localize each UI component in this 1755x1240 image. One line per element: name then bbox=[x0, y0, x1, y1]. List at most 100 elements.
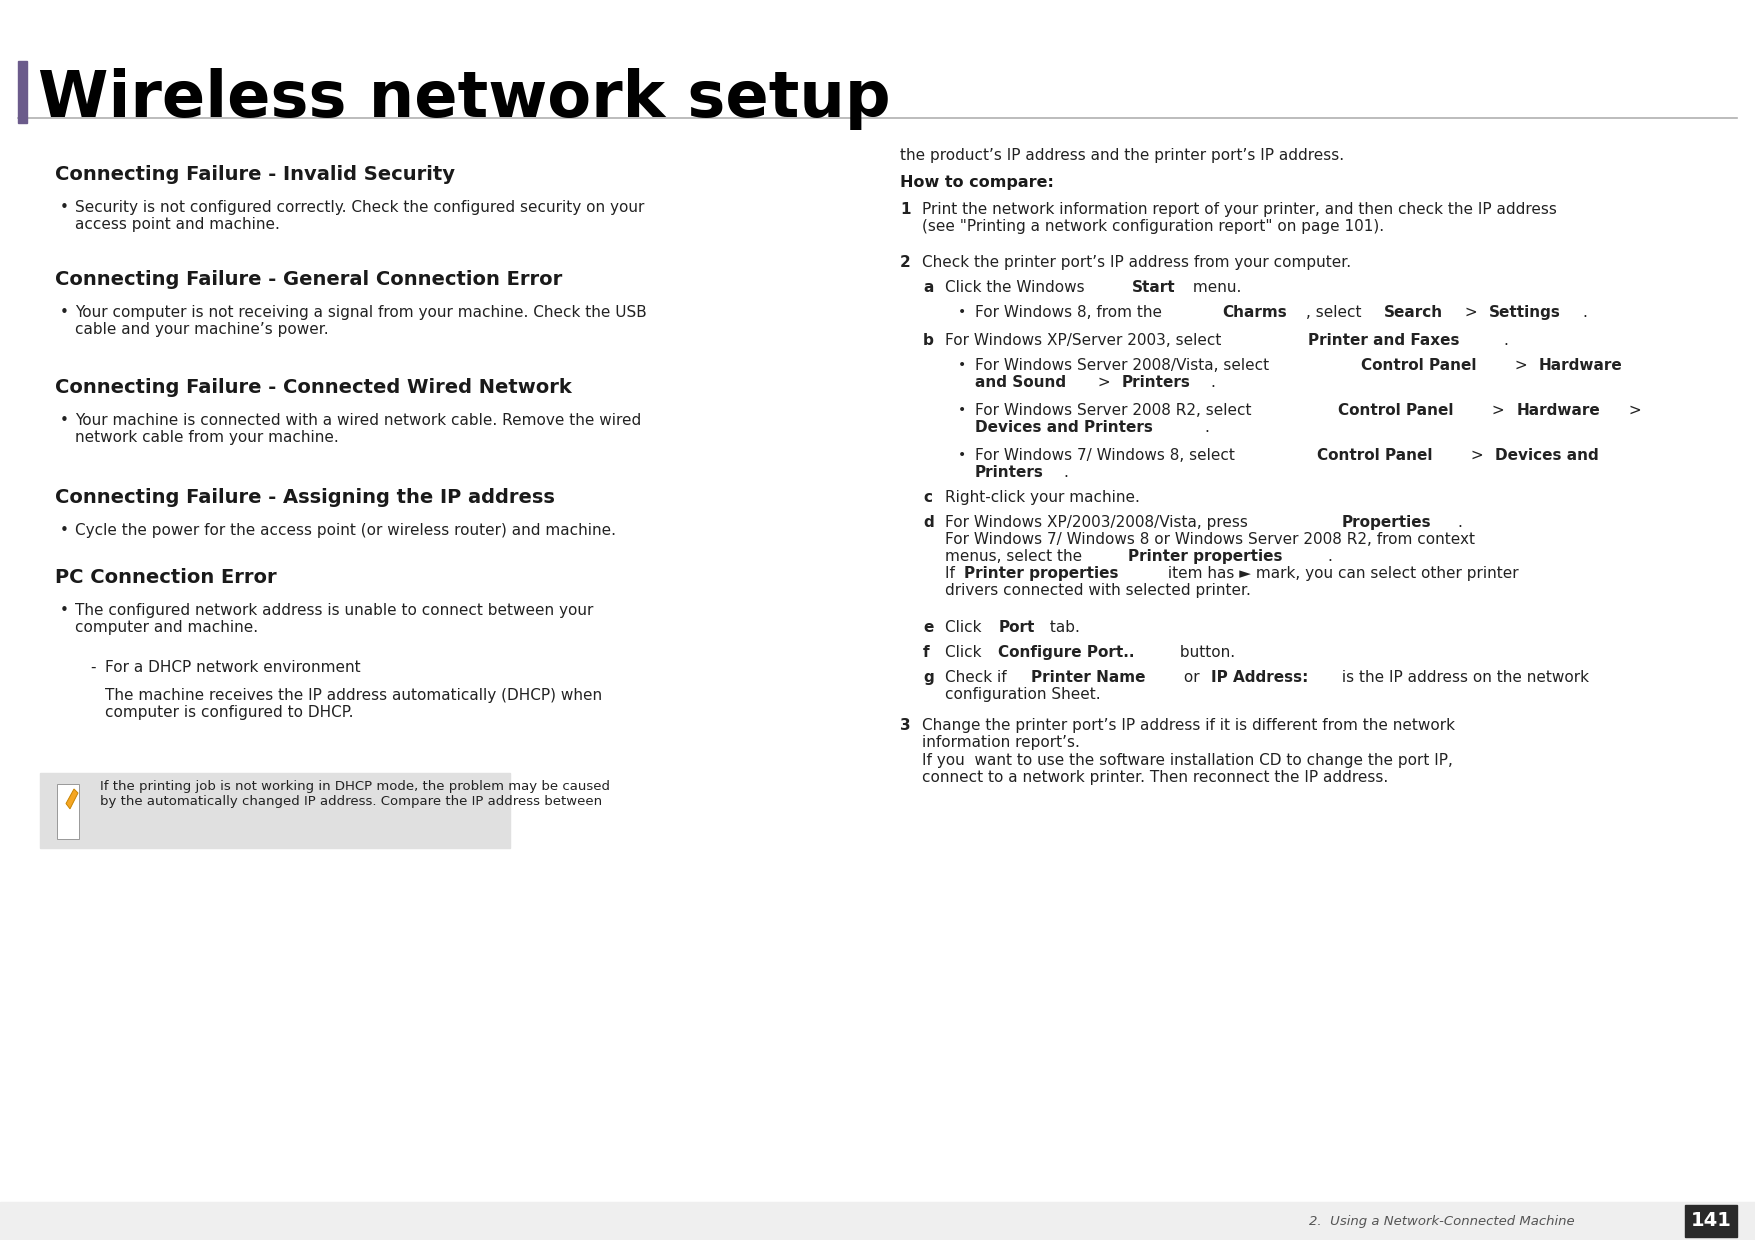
Text: If: If bbox=[944, 567, 960, 582]
Text: If the printing job is not working in DHCP mode, the problem may be caused
by th: If the printing job is not working in DH… bbox=[100, 780, 611, 808]
Text: For Windows 7/ Windows 8, select: For Windows 7/ Windows 8, select bbox=[976, 448, 1239, 463]
Text: Control Panel: Control Panel bbox=[1337, 403, 1453, 418]
Text: For Windows 8, from the: For Windows 8, from the bbox=[976, 305, 1167, 320]
Text: Connecting Failure - Invalid Security: Connecting Failure - Invalid Security bbox=[54, 165, 455, 184]
Bar bbox=[18, 61, 26, 123]
Text: .: . bbox=[1064, 465, 1069, 480]
Text: IP Address:: IP Address: bbox=[1211, 670, 1309, 684]
Text: item has ► mark, you can select other printer: item has ► mark, you can select other pr… bbox=[1164, 567, 1520, 582]
Text: •: • bbox=[60, 413, 68, 428]
Bar bbox=[1685, 1205, 1737, 1238]
Text: menu.: menu. bbox=[1188, 280, 1241, 295]
Text: e: e bbox=[923, 620, 934, 635]
Text: 1: 1 bbox=[900, 202, 911, 217]
Text: Printers: Printers bbox=[1121, 374, 1190, 391]
Bar bbox=[0, 1202, 1755, 1240]
FancyBboxPatch shape bbox=[56, 784, 79, 839]
Text: the product’s IP address and the printer port’s IP address.: the product’s IP address and the printer… bbox=[900, 148, 1344, 162]
Text: or: or bbox=[1179, 670, 1204, 684]
Text: Hardware: Hardware bbox=[1539, 358, 1623, 373]
Text: Connecting Failure - Connected Wired Network: Connecting Failure - Connected Wired Net… bbox=[54, 378, 572, 397]
Text: d: d bbox=[923, 515, 934, 529]
Text: For a DHCP network environment: For a DHCP network environment bbox=[105, 660, 360, 675]
Text: Printer and Faxes: Printer and Faxes bbox=[1307, 334, 1460, 348]
Text: a: a bbox=[923, 280, 934, 295]
Text: configuration Sheet.: configuration Sheet. bbox=[944, 687, 1100, 702]
Text: .: . bbox=[1327, 549, 1332, 564]
Text: Port: Port bbox=[999, 620, 1035, 635]
Text: Printers: Printers bbox=[976, 465, 1044, 480]
Text: drivers connected with selected printer.: drivers connected with selected printer. bbox=[944, 583, 1251, 598]
Text: >: > bbox=[1093, 374, 1114, 391]
Text: Click: Click bbox=[944, 645, 986, 660]
Text: Connecting Failure - General Connection Error: Connecting Failure - General Connection … bbox=[54, 270, 562, 289]
Text: Check the printer port’s IP address from your computer.: Check the printer port’s IP address from… bbox=[921, 255, 1351, 270]
Text: f: f bbox=[923, 645, 930, 660]
Text: Printer properties: Printer properties bbox=[1128, 549, 1283, 564]
Text: For Windows Server 2008/Vista, select: For Windows Server 2008/Vista, select bbox=[976, 358, 1274, 373]
Text: Cycle the power for the access point (or wireless router) and machine.: Cycle the power for the access point (or… bbox=[75, 523, 616, 538]
Text: Printer Name: Printer Name bbox=[1030, 670, 1146, 684]
Text: 2.  Using a Network-Connected Machine: 2. Using a Network-Connected Machine bbox=[1309, 1214, 1574, 1228]
Text: For Windows XP/Server 2003, select: For Windows XP/Server 2003, select bbox=[944, 334, 1227, 348]
Text: 141: 141 bbox=[1690, 1211, 1732, 1230]
Text: Security is not configured correctly. Check the configured security on your
acce: Security is not configured correctly. Ch… bbox=[75, 200, 644, 232]
Text: .: . bbox=[1211, 374, 1216, 391]
Text: How to compare:: How to compare: bbox=[900, 175, 1053, 190]
Text: Click the Windows: Click the Windows bbox=[944, 280, 1090, 295]
Text: Devices and Printers: Devices and Printers bbox=[976, 420, 1153, 435]
Text: .: . bbox=[1504, 334, 1508, 348]
Text: , select: , select bbox=[1306, 305, 1367, 320]
Text: >: > bbox=[1460, 305, 1483, 320]
Polygon shape bbox=[67, 789, 77, 808]
Text: Connecting Failure - Assigning the IP address: Connecting Failure - Assigning the IP ad… bbox=[54, 489, 555, 507]
Text: Start: Start bbox=[1132, 280, 1176, 295]
Text: 3: 3 bbox=[900, 718, 911, 733]
Text: .: . bbox=[1581, 305, 1587, 320]
Text: Printer properties: Printer properties bbox=[963, 567, 1118, 582]
Text: The machine receives the IP address automatically (DHCP) when
computer is config: The machine receives the IP address auto… bbox=[105, 688, 602, 720]
Text: Check if: Check if bbox=[944, 670, 1011, 684]
Text: >: > bbox=[1509, 358, 1532, 373]
Text: button.: button. bbox=[1174, 645, 1234, 660]
Text: Search: Search bbox=[1385, 305, 1443, 320]
Text: .: . bbox=[1458, 515, 1462, 529]
Text: 2: 2 bbox=[900, 255, 911, 270]
Text: Your machine is connected with a wired network cable. Remove the wired
network c: Your machine is connected with a wired n… bbox=[75, 413, 641, 445]
Text: For Windows XP/2003/2008/Vista, press: For Windows XP/2003/2008/Vista, press bbox=[944, 515, 1253, 529]
Text: PC Connection Error: PC Connection Error bbox=[54, 568, 277, 587]
Text: >: > bbox=[1486, 403, 1509, 418]
Text: g: g bbox=[923, 670, 934, 684]
Text: •: • bbox=[60, 603, 68, 618]
Text: Click: Click bbox=[944, 620, 986, 635]
Text: Right-click your machine.: Right-click your machine. bbox=[944, 490, 1141, 505]
Text: Control Panel: Control Panel bbox=[1360, 358, 1476, 373]
Text: Change the printer port’s IP address if it is different from the network
informa: Change the printer port’s IP address if … bbox=[921, 718, 1455, 785]
Text: b: b bbox=[923, 334, 934, 348]
Text: Settings: Settings bbox=[1490, 305, 1562, 320]
Text: Properties: Properties bbox=[1343, 515, 1432, 529]
Text: •: • bbox=[958, 358, 967, 372]
Text: For Windows 7/ Windows 8 or Windows Server 2008 R2, from context: For Windows 7/ Windows 8 or Windows Serv… bbox=[944, 532, 1474, 547]
Text: Wireless network setup: Wireless network setup bbox=[39, 68, 890, 130]
Text: Charms: Charms bbox=[1223, 305, 1288, 320]
Text: For Windows Server 2008 R2, select: For Windows Server 2008 R2, select bbox=[976, 403, 1257, 418]
Text: .: . bbox=[1204, 420, 1209, 435]
Text: •: • bbox=[958, 305, 967, 319]
Text: is the IP address on the network: is the IP address on the network bbox=[1337, 670, 1588, 684]
Text: •: • bbox=[60, 200, 68, 215]
Text: •: • bbox=[60, 305, 68, 320]
Text: The configured network address is unable to connect between your
computer and ma: The configured network address is unable… bbox=[75, 603, 593, 635]
Text: Your computer is not receiving a signal from your machine. Check the USB
cable a: Your computer is not receiving a signal … bbox=[75, 305, 648, 337]
Text: Control Panel: Control Panel bbox=[1316, 448, 1432, 463]
Text: Print the network information report of your printer, and then check the IP addr: Print the network information report of … bbox=[921, 202, 1557, 234]
Text: menus, select the: menus, select the bbox=[944, 549, 1086, 564]
Text: >: > bbox=[1465, 448, 1488, 463]
Bar bbox=[40, 773, 511, 848]
Text: Hardware: Hardware bbox=[1516, 403, 1601, 418]
Text: •: • bbox=[958, 403, 967, 417]
Text: -: - bbox=[90, 660, 95, 675]
Text: •: • bbox=[958, 448, 967, 463]
Text: Devices and: Devices and bbox=[1495, 448, 1599, 463]
Text: and Sound: and Sound bbox=[976, 374, 1065, 391]
